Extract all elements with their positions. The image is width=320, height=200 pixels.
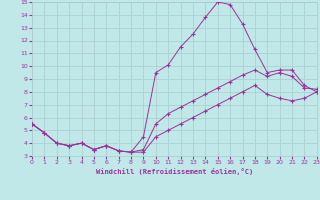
X-axis label: Windchill (Refroidissement éolien,°C): Windchill (Refroidissement éolien,°C) (96, 168, 253, 175)
